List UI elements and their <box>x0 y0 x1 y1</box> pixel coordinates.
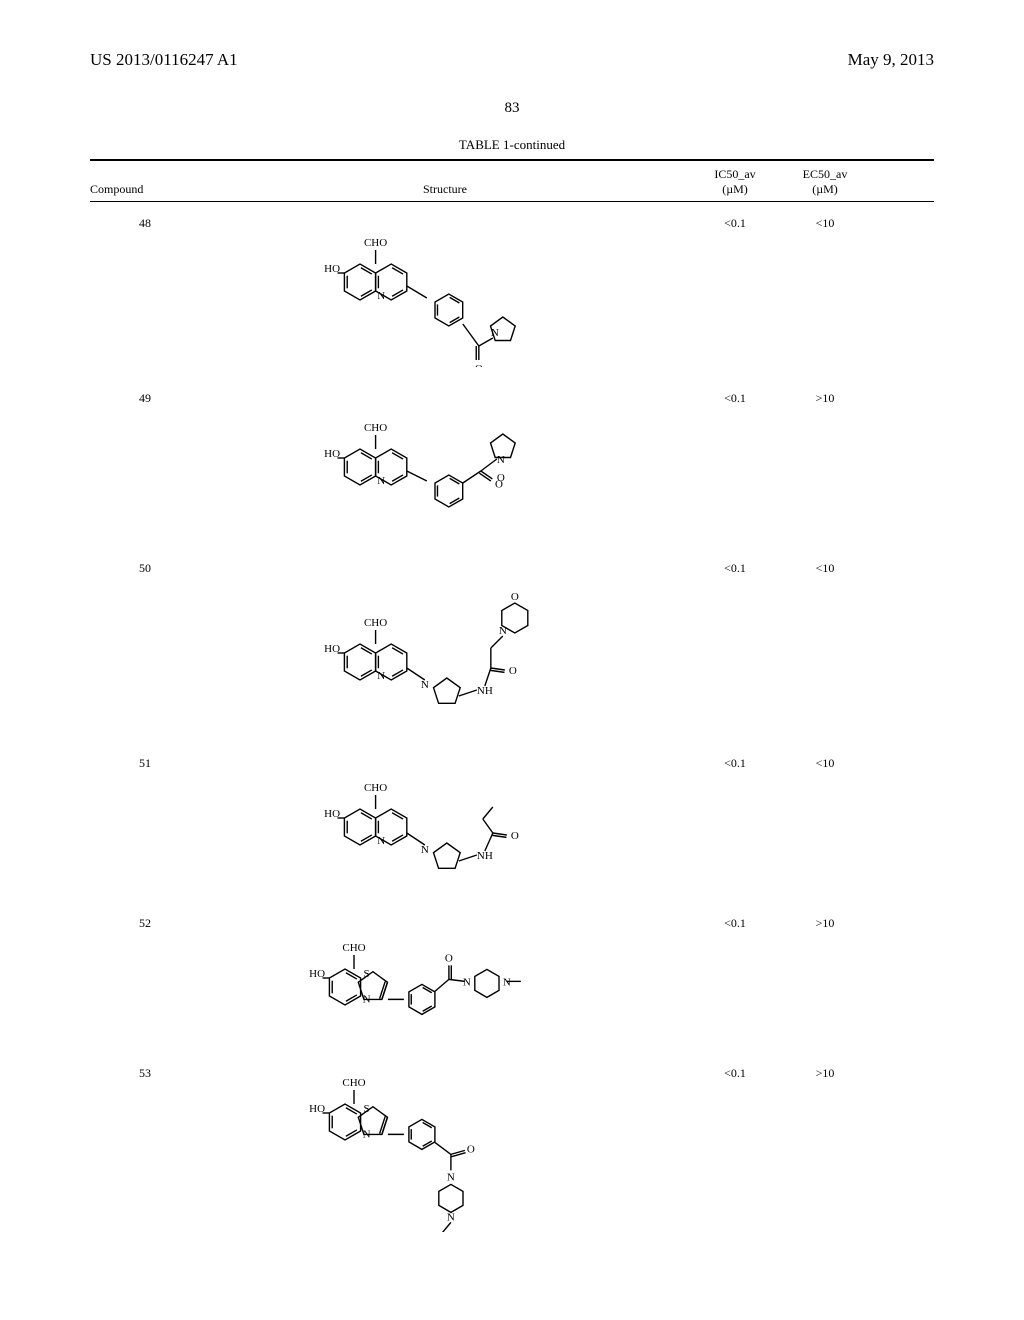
publication-number: US 2013/0116247 A1 <box>90 50 238 70</box>
svg-text:N: N <box>503 976 511 988</box>
cell-compound: 53 <box>90 1062 200 1081</box>
cell-structure: SNCHOHOONN <box>200 1062 690 1232</box>
table-row: 48CHOHONOON<0.1<10 <box>90 202 934 377</box>
svg-text:CHO: CHO <box>364 237 387 249</box>
svg-text:N: N <box>377 670 385 682</box>
table-row: 49CHOHONNOO<0.1>10 <box>90 377 934 547</box>
svg-text:O: O <box>467 1143 475 1155</box>
cell-ec50: <10 <box>780 752 870 771</box>
svg-text:S: S <box>364 968 370 980</box>
col-header-compound: Compound <box>90 182 200 197</box>
col-header-structure: Structure <box>200 182 690 197</box>
svg-text:NH: NH <box>477 850 493 862</box>
table-row: 50CHOHONNNHONO<0.1<10 <box>90 547 934 742</box>
cell-ec50: <10 <box>780 557 870 576</box>
svg-text:CHO: CHO <box>342 942 365 954</box>
cell-structure: CHOHONOON <box>200 212 690 367</box>
svg-text:O: O <box>511 591 519 603</box>
structure-diagram: CHOHONOON <box>275 212 615 367</box>
cell-structure: CHOHONNOO <box>200 387 690 537</box>
svg-text:N: N <box>377 290 385 302</box>
svg-text:N: N <box>377 475 385 487</box>
svg-text:CHO: CHO <box>364 782 387 794</box>
svg-text:N: N <box>421 679 429 691</box>
svg-text:O: O <box>509 665 517 677</box>
svg-text:N: N <box>377 835 385 847</box>
page-header: US 2013/0116247 A1 May 9, 2013 <box>90 50 934 70</box>
svg-text:N: N <box>497 454 505 466</box>
col-header-ec50: EC50_av (µM) <box>780 167 870 197</box>
svg-text:CHO: CHO <box>364 422 387 434</box>
svg-text:N: N <box>363 993 371 1005</box>
cell-ec50: >10 <box>780 1062 870 1081</box>
cell-ic50: <0.1 <box>690 912 780 931</box>
cell-compound: 49 <box>90 387 200 406</box>
svg-text:N: N <box>491 327 499 339</box>
svg-text:N: N <box>363 1128 371 1140</box>
cell-structure: SNCHOHOONN <box>200 912 690 1042</box>
svg-text:NH: NH <box>477 685 493 697</box>
cell-compound: 50 <box>90 557 200 576</box>
svg-text:CHO: CHO <box>364 617 387 629</box>
col-header-ec50-line2: (µM) <box>780 182 870 197</box>
structure-diagram: CHOHONNOO <box>275 387 615 537</box>
table-row: 53SNCHOHOONN<0.1>10 <box>90 1052 934 1242</box>
col-header-ic50-line2: (µM) <box>690 182 780 197</box>
cell-compound: 51 <box>90 752 200 771</box>
svg-text:N: N <box>447 1171 455 1183</box>
table-column-headers: Compound Structure IC50_av (µM) EC50_av … <box>90 161 934 201</box>
page-number: 83 <box>90 100 934 117</box>
col-header-ec50-line1: EC50_av <box>780 167 870 182</box>
svg-text:N: N <box>463 976 471 988</box>
cell-ic50: <0.1 <box>690 1062 780 1081</box>
col-header-ic50-line1: IC50_av <box>690 167 780 182</box>
table-body: 48CHOHONOON<0.1<1049CHOHONNOO<0.1>1050CH… <box>90 202 934 1242</box>
table-row: 51CHOHONNNHO<0.1<10 <box>90 742 934 902</box>
col-header-ic50: IC50_av (µM) <box>690 167 780 197</box>
svg-text:O: O <box>511 830 519 842</box>
svg-text:N: N <box>421 844 429 856</box>
cell-ec50: <10 <box>780 212 870 231</box>
svg-text:CHO: CHO <box>342 1077 365 1089</box>
structure-diagram: CHOHONNNHONO <box>275 557 615 732</box>
page-container: US 2013/0116247 A1 May 9, 2013 83 TABLE … <box>0 0 1024 1320</box>
cell-structure: CHOHONNNHONO <box>200 557 690 732</box>
structure-diagram: SNCHOHOONN <box>275 912 615 1042</box>
svg-text:O: O <box>497 472 505 484</box>
structure-diagram: SNCHOHOONN <box>275 1062 615 1232</box>
cell-compound: 48 <box>90 212 200 231</box>
cell-compound: 52 <box>90 912 200 931</box>
svg-text:O: O <box>475 365 483 367</box>
cell-ec50: >10 <box>780 387 870 406</box>
cell-ic50: <0.1 <box>690 212 780 231</box>
cell-ec50: >10 <box>780 912 870 931</box>
cell-ic50: <0.1 <box>690 752 780 771</box>
cell-ic50: <0.1 <box>690 387 780 406</box>
svg-text:N: N <box>447 1211 455 1223</box>
table-row: 52SNCHOHOONN<0.1>10 <box>90 902 934 1052</box>
table-caption: TABLE 1-continued <box>90 137 934 153</box>
structure-diagram: CHOHONNNHO <box>275 752 615 892</box>
cell-structure: CHOHONNNHO <box>200 752 690 892</box>
publication-date: May 9, 2013 <box>848 50 934 70</box>
svg-text:O: O <box>445 952 453 964</box>
svg-text:S: S <box>364 1103 370 1115</box>
cell-ic50: <0.1 <box>690 557 780 576</box>
